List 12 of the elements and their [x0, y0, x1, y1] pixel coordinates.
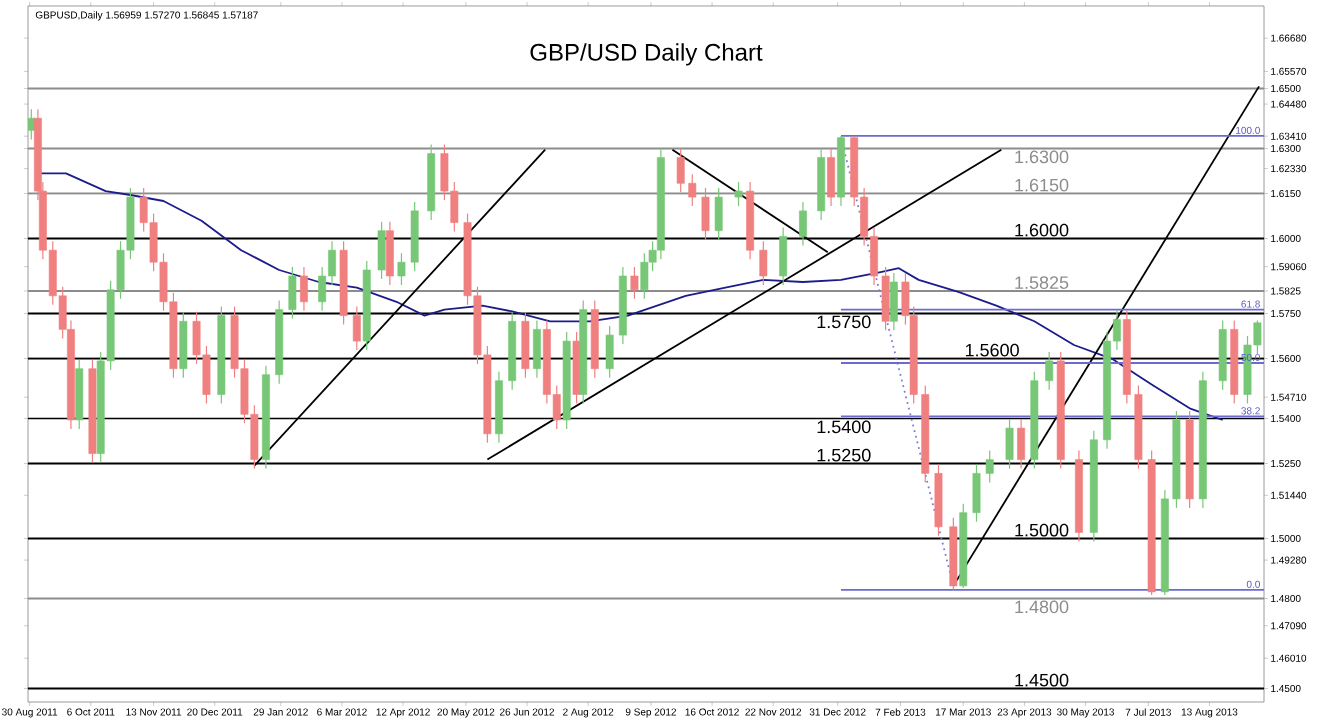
ref-line-label: 1.6150	[1015, 178, 1069, 192]
ref-line-label: 1.4500	[1015, 673, 1069, 687]
ref-line-label: 1.5825	[1015, 276, 1069, 289]
ref-line-label: 1.5000	[1015, 523, 1069, 537]
text: GBP/USD Daily Chart	[530, 43, 763, 66]
ref-line-label: 1.6300	[1015, 150, 1069, 164]
ref-line-label: 1.5600	[965, 343, 1019, 357]
ref-line-label: 1.5250	[817, 448, 871, 462]
ref-line-label: 1.4800	[1015, 600, 1069, 614]
ref-line-label: 1.6000	[1015, 223, 1069, 237]
ref-line-label: 1.5750	[817, 315, 871, 329]
ref-line-label: 1.5400	[817, 420, 871, 434]
